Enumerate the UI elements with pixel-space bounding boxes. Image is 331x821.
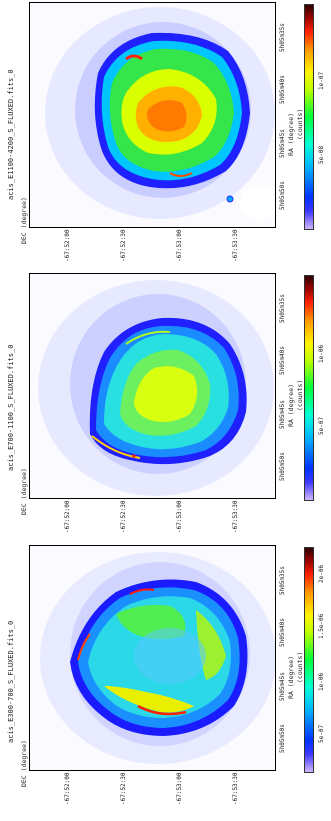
panel-2-dec-tick-4: -67:53:30 [232, 500, 239, 533]
panel-3-ra-tick-2: 5h05m45s [279, 672, 286, 701]
panel-1-dec-tick-1: -67:52:00 [64, 229, 71, 262]
panel-2-ra-label: RA (degree) [287, 383, 295, 427]
panel-1-ra-tick-2: 5h05m45s [279, 129, 286, 158]
panel-2-dec-tick-1: -67:52:00 [64, 500, 71, 533]
panel-3-units: (counts) [296, 651, 304, 683]
image-plot-3[interactable] [29, 545, 276, 771]
panel-3-colorbar [304, 547, 314, 773]
panel-3-ra-tick-3: 5h05m40s [279, 618, 286, 647]
panel-1-units: (counts) [296, 108, 304, 140]
panel-1-cbar-tick-1: 5e-08 [318, 145, 325, 164]
panel-1-ra-tick-3: 5h05m40s [279, 75, 286, 104]
panel-1-ra-label: RA (degree) [287, 112, 295, 156]
panel-3-ra-tick-4: 5h05m35s [279, 566, 286, 595]
image-plot-2[interactable] [29, 273, 276, 499]
panel-2-cbar-tick-1: 5e-07 [318, 416, 325, 435]
panel-3-dec-tick-4: -67:53:30 [232, 772, 239, 805]
panel-3-cbar-tick-1: 5e-07 [318, 724, 325, 743]
panel-2-ra-tick-1: 5h05m50s [279, 452, 286, 481]
panel-3-cbar-tick-3: 1.5e-06 [318, 613, 325, 639]
remnant-image-2 [30, 274, 275, 498]
panel-1-cbar-tick-2: 1e-07 [318, 71, 325, 90]
panel-3-cbar-tick-2: 1e-06 [318, 672, 325, 691]
panel-1-title: acis_E1100-4200_S_FLUXED.fits_0 [7, 69, 15, 200]
panel-1-colorbar [304, 4, 314, 230]
panel-2-dec-tick-3: -67:53:00 [176, 500, 183, 533]
panel-2-ra-tick-4: 5h05m35s [279, 294, 286, 323]
panel-2-title: acis_E700-1100_S_FLUXED.fits_0 [7, 344, 15, 471]
panel-3-dec-tick-3: -67:53:00 [176, 772, 183, 805]
panel-1-ra-tick-1: 5h05m50s [279, 181, 286, 210]
panel-2-ra-tick-2: 5h05m45s [279, 400, 286, 429]
panel-1-dec-tick-4: -67:53:30 [232, 229, 239, 262]
panel-1-dec-tick-3: -67:53:00 [176, 229, 183, 262]
panel-2-ra-tick-3: 5h05m40s [279, 346, 286, 375]
panel-1: acis_E1100-4200_S_FLUXED.fits_0 DEC (deg… [0, 0, 331, 262]
panel-1-dec-label: DEC (degree) [20, 197, 28, 244]
panel-3-title: acis_E300-700_S_FLUXED.fits_0 [7, 620, 15, 743]
panel-1-dec-tick-2: -67:52:30 [120, 229, 127, 262]
panel-2: acis_E700-1100_S_FLUXED.fits_0 DEC (degr… [0, 271, 331, 533]
panel-3-cbar-tick-4: 2e-06 [318, 564, 325, 583]
panel-3-dec-tick-1: -67:52:00 [64, 772, 71, 805]
panel-3-dec-tick-2: -67:52:30 [120, 772, 127, 805]
panel-3-ra-label: RA (degree) [287, 655, 295, 699]
panel-2-dec-tick-2: -67:52:30 [120, 500, 127, 533]
panel-3-ra-tick-1: 5h05m50s [279, 724, 286, 753]
panel-2-colorbar [304, 275, 314, 501]
panel-2-dec-label: DEC (degree) [20, 468, 28, 515]
remnant-image-3 [30, 546, 275, 770]
remnant-image-1 [30, 3, 275, 227]
panel-3: acis_E300-700_S_FLUXED.fits_0 DEC (degre… [0, 543, 331, 805]
panel-2-units: (counts) [296, 379, 304, 411]
panel-1-ra-tick-4: 5h05m35s [279, 23, 286, 52]
panel-3-dec-label: DEC (degree) [20, 740, 28, 787]
panel-2-cbar-tick-2: 1e-06 [318, 344, 325, 363]
image-plot-1[interactable] [29, 2, 276, 228]
